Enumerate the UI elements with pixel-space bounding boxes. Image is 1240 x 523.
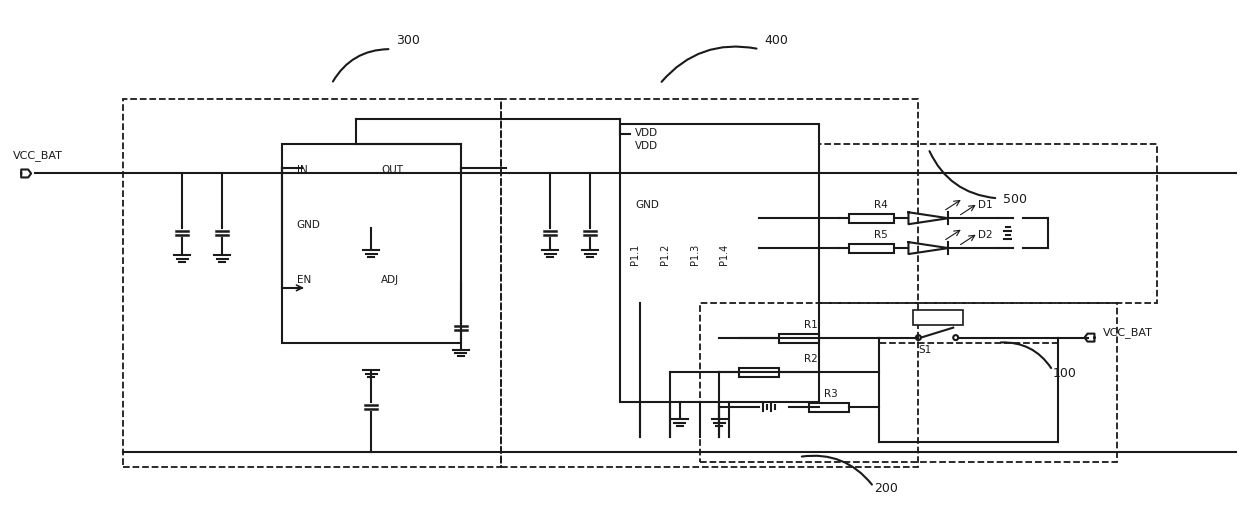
Text: 200: 200 (874, 482, 898, 495)
Bar (281, 144, 461, 343)
Text: D1: D1 (978, 200, 993, 210)
Text: S1: S1 (919, 345, 931, 355)
Text: 400: 400 (764, 34, 789, 47)
Bar (914, 310, 963, 325)
Text: VDD: VDD (635, 128, 658, 138)
Bar (123, 99, 501, 467)
Text: 100: 100 (1053, 367, 1076, 380)
Text: R4: R4 (874, 200, 888, 210)
Text: VDD: VDD (635, 141, 658, 151)
Text: R1: R1 (804, 320, 817, 329)
Text: ADJ: ADJ (381, 275, 399, 285)
Bar (848, 214, 894, 223)
Bar (739, 368, 779, 378)
Text: 500: 500 (1003, 194, 1027, 206)
Bar (879, 343, 1058, 442)
Text: VCC_BAT: VCC_BAT (14, 151, 63, 162)
Text: EN: EN (296, 275, 311, 285)
Text: R5: R5 (874, 230, 888, 240)
Bar (699, 303, 1117, 462)
Text: P1.1: P1.1 (630, 244, 640, 265)
Bar (620, 124, 818, 402)
Bar (808, 403, 848, 412)
Text: 300: 300 (397, 34, 420, 47)
Text: R3: R3 (823, 389, 838, 399)
Bar (779, 334, 818, 343)
Text: VCC_BAT: VCC_BAT (1102, 326, 1152, 337)
Text: P1.3: P1.3 (689, 244, 699, 265)
Text: OUT: OUT (381, 165, 403, 176)
Text: P1.2: P1.2 (660, 244, 670, 265)
Text: IN: IN (296, 165, 308, 176)
Bar (818, 144, 1157, 303)
Bar (501, 99, 919, 467)
Text: R2: R2 (804, 355, 817, 365)
Text: D2: D2 (978, 230, 993, 240)
Text: P1.4: P1.4 (719, 244, 729, 265)
Text: GND: GND (296, 220, 321, 230)
Text: GND: GND (635, 200, 658, 210)
Bar (848, 244, 894, 253)
